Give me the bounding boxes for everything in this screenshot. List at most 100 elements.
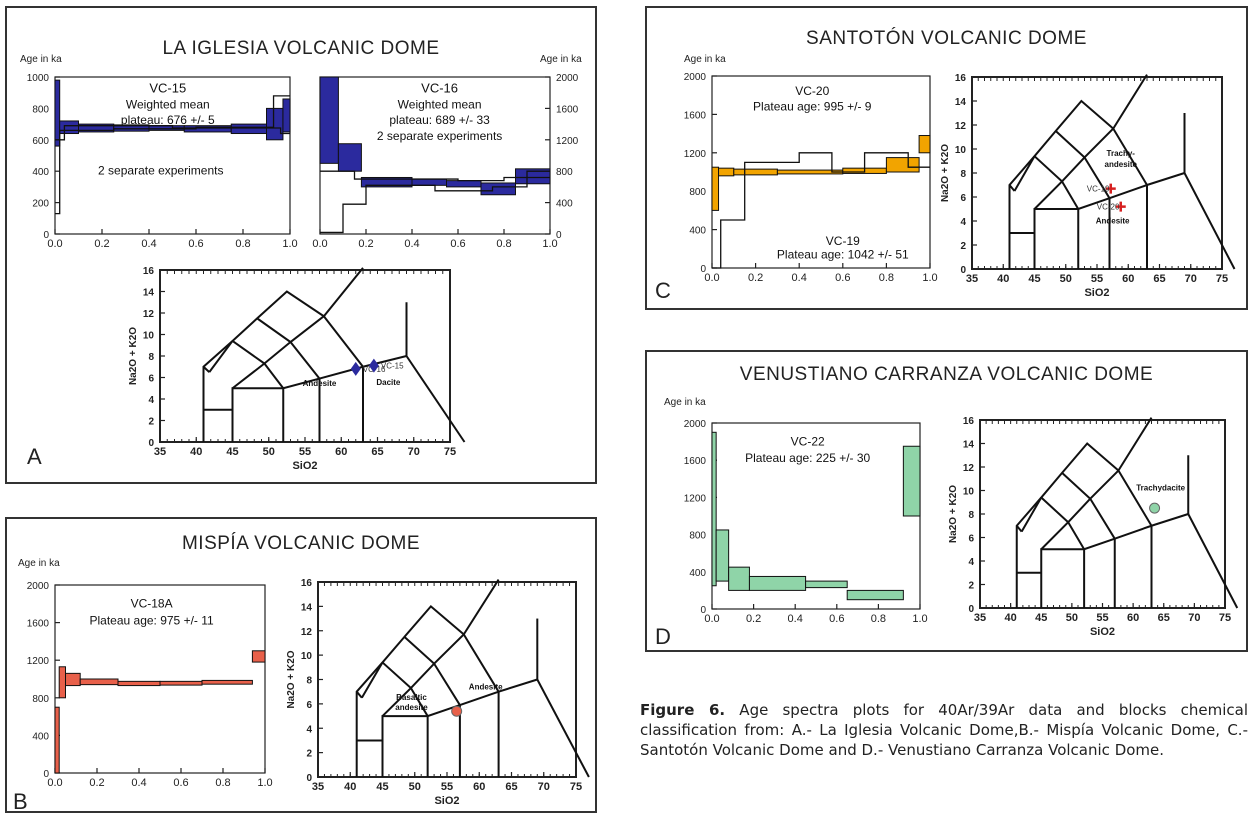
b2-ytick-label: 4 [306,724,312,735]
c2-xtick-label: 60 [1122,273,1134,285]
c2-ylabel: Na2O + K2O [940,144,951,202]
d2-field-boundary [1040,513,1189,608]
d1-ytick-label: 0 [700,605,706,616]
d1-ytick-label: 1200 [684,493,707,504]
d2-ytick-label: 4 [968,557,974,568]
d1-step [902,445,921,517]
a2-annotation: plateau: 689 +/- 33 [389,113,490,127]
a2-annotation: Weighted mean [398,97,482,111]
a3-xtick-label: 70 [408,446,420,458]
b2-xtick-label: 40 [344,781,356,793]
a3-field-boundary [323,315,364,442]
a1-ytick-label: 200 [32,199,49,210]
a3-xtick-label: 45 [226,446,238,458]
c1-xtick-label: 0.2 [748,272,763,284]
a2-ytick-label: 800 [556,167,573,178]
caption-lead: Figure 6. [640,701,726,719]
b1-ytick-label: 0 [43,769,49,780]
b1-frame [54,584,266,774]
c2-ytick-label: 16 [955,73,967,84]
a1-xtick-label: 0.4 [141,238,156,250]
d2-field-boundary [1020,497,1043,533]
d1-xtick-label: 0.2 [746,613,761,625]
c2-field-label: Trachy- [1107,149,1136,158]
a3-ytick-label: 2 [148,417,154,428]
a2-xtick-label: 1.0 [542,238,557,250]
c1-ytick-label: 0 [700,264,706,275]
a3-xtick-label: 60 [335,446,347,458]
c1-annotation: VC-19 [826,234,860,248]
c1-step [733,168,778,176]
a2-xtick-label: 0.2 [358,238,373,250]
b2-ytick-label: 16 [301,578,313,589]
d2-xtick-label: 40 [1005,612,1017,624]
a2-annotation: 2 separate experiments [377,129,502,143]
panel-d-title: VENUSTIANO CARRANZA VOLCANIC DOME [739,364,1154,385]
c2-point-label: VC-19 [1087,185,1110,194]
a3-field-boundary [208,340,234,373]
a3-xtick-label: 50 [263,446,275,458]
a3-field-label: Andesite [303,379,337,388]
c2-field-boundary [1008,184,1016,192]
a3-field-boundary [405,355,466,443]
a2-ytick-label: 0 [556,230,562,241]
d2-ytick-label: 12 [963,463,975,474]
c1-ylabel: Age in ka [684,54,726,65]
b2-ytick-label: 2 [306,749,312,760]
a3-xtick-label: 55 [299,446,311,458]
c1-step [918,135,931,154]
panel-d: VENUSTIANO CARRANZA VOLCANIC DOME D [645,350,1248,652]
c2-ytick-label: 10 [955,145,967,156]
d1-ytick-label: 2000 [684,419,707,430]
a1-xtick-label: 1.0 [282,238,297,250]
a1-ytick-label: 0 [43,230,49,241]
d2-xtick-label: 60 [1127,612,1139,624]
caption-text: Age spectra plots for 40Ar/39Ar data and… [640,701,1248,759]
d1-step [805,580,848,589]
panel-b-label: B [13,789,28,814]
a1-annotation: Weighted mean [126,97,210,111]
c1-step [711,166,720,211]
b1-xtick-label: 0.8 [215,777,230,789]
a1-ytick-label: 800 [32,104,49,115]
d2-point [1149,502,1161,514]
a2-xtick-label: 0.6 [450,238,465,250]
d2-ytick-label: 16 [963,416,975,427]
c2-ytick-label: 6 [960,193,966,204]
b1-ylabel: Age in ka [18,558,60,569]
c2-point [1115,201,1126,212]
a2-ytick-label: 1200 [556,136,579,147]
b1-step [65,672,81,687]
a1-annotation: VC-15 [149,81,186,96]
b2-ylabel: Na2O + K2O [286,650,297,708]
c2-xtick-label: 45 [1028,273,1040,285]
d2-ylabel: Na2O + K2O [948,485,959,543]
d1-xtick-label: 0.0 [704,613,719,625]
d2-ytick-label: 2 [968,581,974,592]
d2-xtick-label: 65 [1158,612,1170,624]
c2-field-boundary [1055,130,1111,269]
a2-spectrum-line [320,170,550,234]
d1-step [711,431,717,587]
c1-xtick-label: 0.8 [879,272,894,284]
b2-xtick-label: 35 [312,781,324,793]
c1-xtick-label: 1.0 [922,272,937,284]
c2-field-label: Andesite [1096,216,1130,225]
b2-field-boundary [381,633,465,717]
a1-step [59,120,79,135]
b1-xtick-label: 0.0 [47,777,62,789]
d1-xtick-label: 0.8 [871,613,886,625]
c2-field-boundary [1183,172,1236,270]
d2-xtick-label: 35 [974,612,986,624]
d2-field-boundary [1187,513,1239,609]
d2-xtick-label: 75 [1219,612,1231,624]
c2-xtick-label: 70 [1185,273,1197,285]
b2-xtick-label: 45 [376,781,388,793]
b2-field-boundary [355,691,363,699]
b2-ytick-label: 10 [301,651,313,662]
d2-ytick-label: 0 [968,604,974,615]
a3-point-label: VC-15 [381,362,404,371]
d1-step [846,589,904,601]
a3-ytick-label: 10 [143,331,155,342]
